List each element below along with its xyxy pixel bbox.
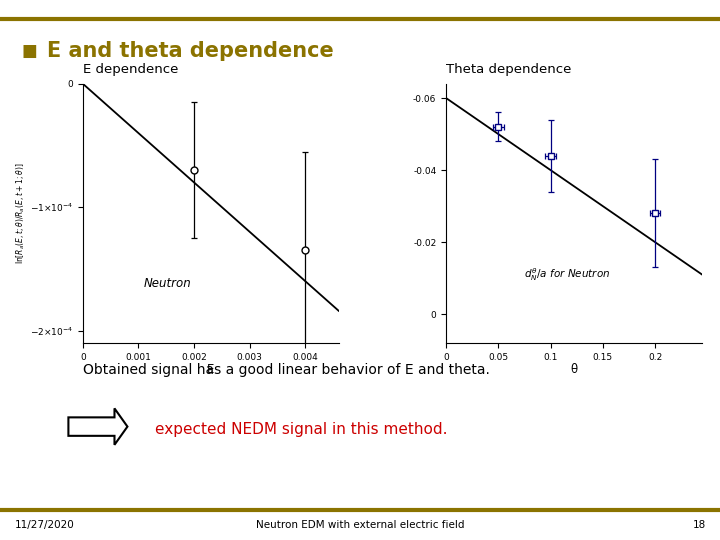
Text: ■: ■ (22, 42, 37, 60)
Text: expected NEDM signal in this method.: expected NEDM signal in this method. (155, 422, 447, 437)
X-axis label: θ: θ (570, 363, 577, 376)
Text: E dependence: E dependence (83, 63, 178, 76)
Y-axis label: $\ln[R_a(E,t;\theta)/R_a(E,t+1;\theta)]$: $\ln[R_a(E,t;\theta)/R_a(E,t+1;\theta)]$ (14, 163, 27, 264)
Text: Theta dependence: Theta dependence (446, 63, 572, 76)
Text: E and theta dependence: E and theta dependence (47, 41, 333, 62)
FancyArrow shape (68, 408, 127, 445)
Text: Neutron: Neutron (144, 278, 192, 291)
Text: 11/27/2020: 11/27/2020 (14, 520, 74, 530)
Text: $d_N^{\theta}/a$ for Neutron: $d_N^{\theta}/a$ for Neutron (524, 266, 611, 283)
X-axis label: E: E (207, 363, 215, 376)
Text: 18: 18 (693, 520, 706, 530)
Text: Obtained signal has a good linear behavior of E and theta.: Obtained signal has a good linear behavi… (83, 363, 490, 377)
Text: Neutron EDM with external electric field: Neutron EDM with external electric field (256, 520, 464, 530)
